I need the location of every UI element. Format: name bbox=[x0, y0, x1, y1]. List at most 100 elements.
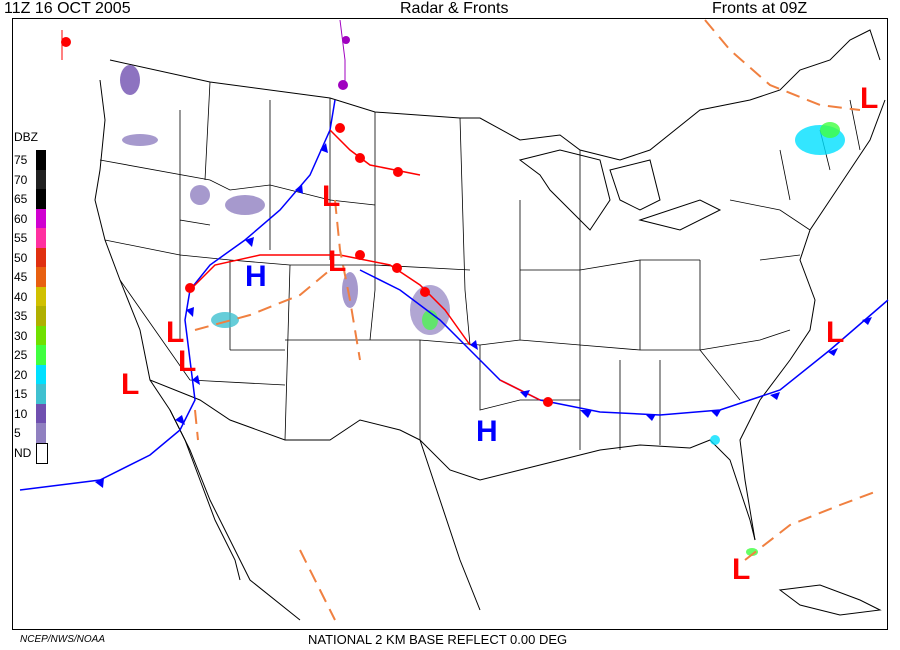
cold-front-tooth bbox=[320, 143, 328, 153]
echo-idaho-2 bbox=[225, 195, 265, 215]
great-lakes bbox=[518, 149, 611, 231]
legend-label: 40 bbox=[14, 289, 28, 304]
dbz-color-scale bbox=[36, 150, 48, 464]
fronts bbox=[19, 19, 889, 621]
legend-title: DBZ bbox=[14, 130, 38, 144]
trough-utah bbox=[194, 269, 331, 331]
cuba bbox=[778, 584, 882, 616]
legend-label: 25 bbox=[14, 348, 28, 362]
legend-label: 75 bbox=[14, 153, 28, 167]
echo-florida bbox=[710, 435, 720, 445]
coastlines-and-borders bbox=[94, 29, 886, 621]
echo-colorado bbox=[342, 272, 358, 308]
legend-swatch bbox=[36, 403, 46, 423]
low-pressure-marker: L bbox=[860, 82, 879, 115]
legend-label: 65 bbox=[14, 192, 28, 206]
gulf-coast bbox=[419, 439, 756, 541]
map-frame bbox=[12, 18, 888, 630]
cold-front-tooth bbox=[186, 307, 194, 317]
front-bc-purple bbox=[339, 19, 346, 85]
legend-swatch bbox=[36, 384, 46, 404]
legend-swatch bbox=[36, 267, 46, 287]
legend-swatch bbox=[36, 442, 48, 464]
warm-front-bump bbox=[185, 283, 195, 293]
radar-echoes bbox=[120, 65, 845, 556]
cold-front-tooth bbox=[175, 415, 185, 425]
cold-front-tooth bbox=[95, 478, 104, 488]
valid-time: 11Z 16 OCT 2005 bbox=[4, 0, 131, 17]
high-pressure-marker: H bbox=[476, 415, 498, 448]
trough-florida bbox=[744, 489, 881, 561]
lake-huron bbox=[609, 159, 661, 211]
purple-front-bump bbox=[342, 36, 350, 44]
legend-label: ND bbox=[14, 445, 32, 460]
high-pressure-marker: H bbox=[245, 260, 267, 293]
legend-label: 30 bbox=[14, 328, 28, 343]
low-pressure-marker: L bbox=[322, 180, 341, 213]
canada-border bbox=[109, 29, 881, 161]
west-coast bbox=[94, 79, 241, 581]
warm-front-bump bbox=[355, 250, 365, 260]
legend-swatch bbox=[36, 189, 46, 209]
cold-front-tooth bbox=[770, 392, 780, 400]
cold-front-tooth bbox=[645, 414, 656, 421]
legend-swatch bbox=[36, 228, 46, 248]
legend-label: 5 bbox=[14, 426, 21, 440]
fronts-time: Fronts at 09Z bbox=[712, 0, 808, 17]
cold-front-tooth bbox=[470, 340, 478, 350]
map-title: Radar & Fronts bbox=[400, 0, 509, 17]
cold-front-tooth bbox=[710, 410, 721, 417]
agency-credit: NCEP/NWS/NOAA bbox=[20, 634, 106, 645]
cold-front-tooth bbox=[580, 410, 592, 418]
low-pressure-marker: L bbox=[328, 245, 347, 278]
echo-oregon bbox=[122, 134, 158, 146]
warm-front-bump bbox=[420, 287, 430, 297]
trough-colorado bbox=[334, 199, 361, 361]
legend-swatch bbox=[36, 150, 46, 170]
legend-label: 15 bbox=[14, 387, 28, 401]
mexico-border bbox=[149, 379, 421, 441]
cold-front-tooth bbox=[520, 390, 530, 398]
warm-front-arkansas bbox=[499, 379, 541, 401]
legend-swatch bbox=[36, 345, 46, 365]
warm-front-bump bbox=[335, 123, 345, 133]
legend-label: 60 bbox=[14, 211, 28, 226]
legend-swatch bbox=[36, 247, 46, 267]
low-pressure-marker: L bbox=[826, 316, 845, 349]
cold-front-tooth bbox=[295, 184, 303, 194]
cold-front-south bbox=[359, 269, 889, 416]
legend-swatch bbox=[36, 423, 46, 443]
legend-label: 35 bbox=[14, 309, 28, 323]
legend-swatch bbox=[36, 286, 46, 306]
low-pressure-marker: L bbox=[121, 368, 140, 401]
legend-swatch bbox=[36, 364, 46, 384]
legend-label: 50 bbox=[14, 250, 28, 265]
mexico-coast bbox=[169, 409, 481, 621]
purple-front-bump bbox=[338, 80, 348, 90]
cold-front-tooth bbox=[828, 348, 838, 356]
east-coast bbox=[739, 99, 886, 541]
warm-front-bump bbox=[61, 37, 71, 47]
legend-swatch bbox=[36, 325, 46, 345]
legend-label: 20 bbox=[14, 367, 28, 382]
warm-front-bump bbox=[393, 167, 403, 177]
lake-erie bbox=[638, 199, 722, 231]
legend-label: 45 bbox=[14, 270, 28, 284]
trough-california bbox=[194, 409, 336, 621]
legend-swatch bbox=[36, 208, 46, 228]
low-pressure-marker: L bbox=[732, 553, 751, 586]
warm-front-bump bbox=[355, 153, 365, 163]
low-pressure-marker: L bbox=[166, 316, 185, 349]
cold-front-west bbox=[19, 99, 336, 491]
cold-front-tooth bbox=[192, 375, 200, 385]
low-pressure-marker: L bbox=[178, 345, 197, 378]
warm-front-bump bbox=[543, 397, 553, 407]
product-name: NATIONAL 2 KM BASE REFLECT 0.00 DEG bbox=[308, 632, 568, 647]
cold-front-tooth bbox=[245, 237, 254, 247]
legend-label: 70 bbox=[14, 172, 28, 187]
legend-label: 10 bbox=[14, 406, 28, 421]
echo-utah bbox=[211, 312, 239, 328]
front-symbols bbox=[61, 36, 872, 488]
cold-front-tooth bbox=[862, 317, 872, 325]
